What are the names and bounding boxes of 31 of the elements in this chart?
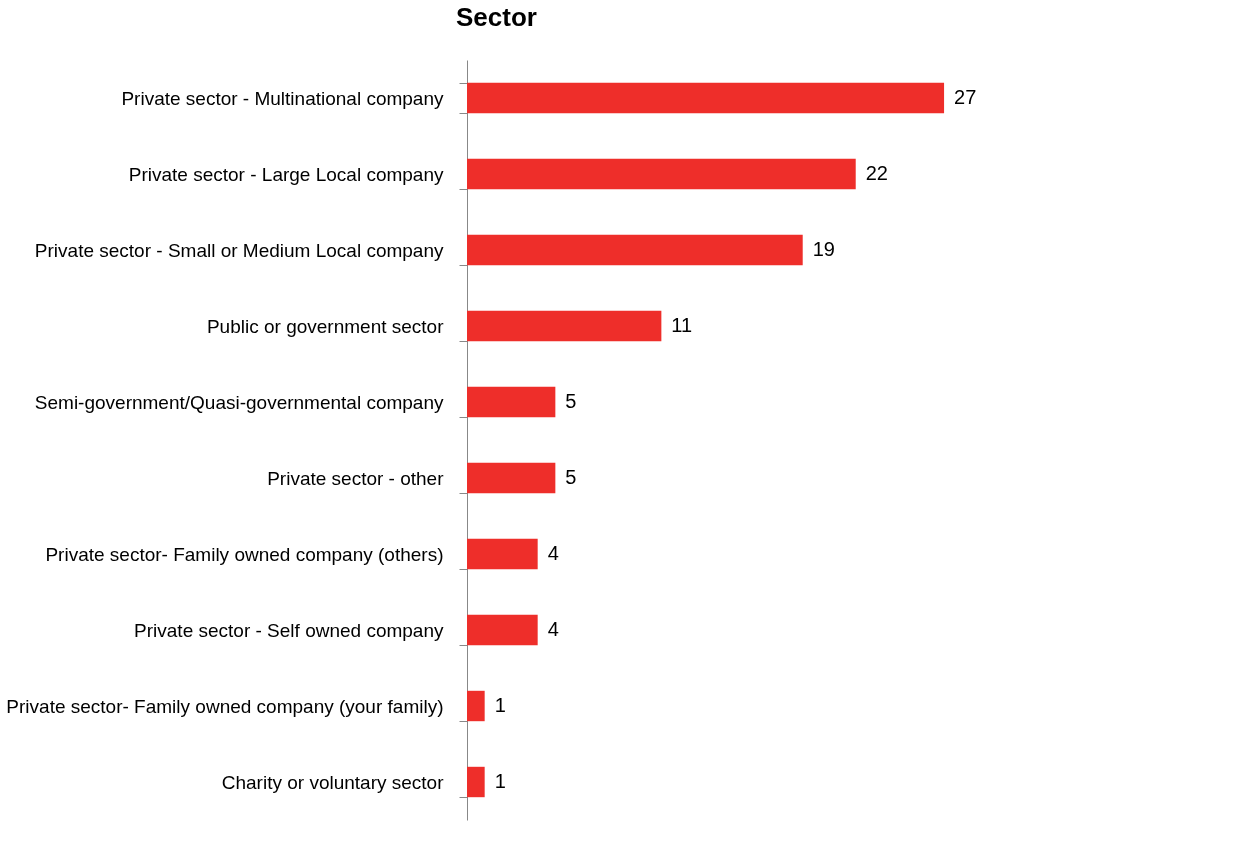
y-tick-label: Semi-government/Quasi-governmental company <box>34 391 444 413</box>
data-label: 4 <box>547 618 559 640</box>
y-tick-label: Private sector - Small or Medium Local company <box>34 239 444 261</box>
data-label: 1 <box>494 694 506 716</box>
data-label: 27 <box>954 86 977 108</box>
y-tick-label: Private sector - Multinational company <box>121 87 444 109</box>
y-tick-label: Private sector- Family owned company (your family) <box>6 695 444 717</box>
bar <box>467 82 945 114</box>
bar <box>467 462 556 494</box>
bar <box>467 538 538 570</box>
data-label: 5 <box>565 390 577 412</box>
bar <box>467 614 538 646</box>
bar <box>467 766 485 798</box>
data-label: 4 <box>547 542 559 564</box>
bar <box>467 234 803 266</box>
y-tick-label: Charity or voluntary sector <box>221 771 445 793</box>
data-label: 5 <box>565 466 577 488</box>
y-tick-label: Public or government sector <box>206 315 445 337</box>
bar <box>467 386 556 418</box>
y-tick-label: Private sector- Family owned company (others) <box>45 543 444 565</box>
bar <box>467 310 662 342</box>
data-label: 1 <box>494 770 506 792</box>
data-label: 11 <box>671 314 693 336</box>
data-label: 19 <box>812 238 835 260</box>
bar <box>467 158 856 190</box>
y-tick-label: Private sector - other <box>267 467 445 489</box>
data-label: 22 <box>865 162 888 184</box>
y-tick-label: Private sector - Large Local company <box>128 163 444 185</box>
chart-title: Sector <box>455 2 537 32</box>
y-tick-label: Private sector - Self owned company <box>134 619 444 641</box>
bar <box>467 690 485 722</box>
